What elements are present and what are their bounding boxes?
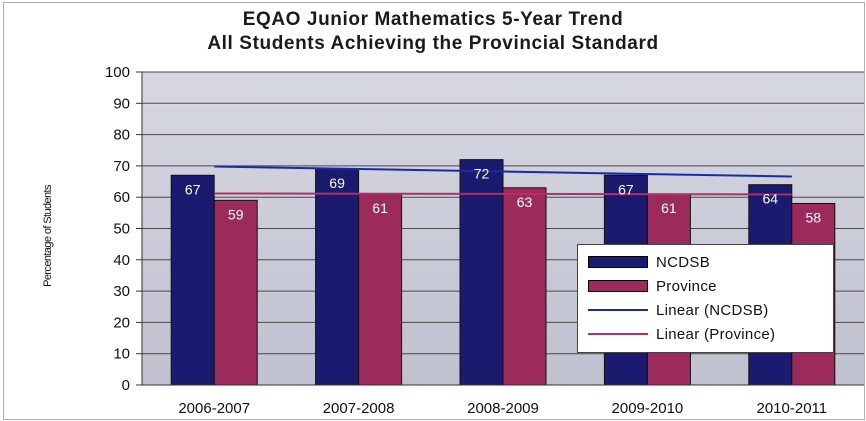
data-label: 63 [517, 194, 533, 210]
trendlines [214, 165, 792, 196]
data-label: 67 [185, 181, 201, 197]
data-label: 67 [618, 181, 634, 197]
trendline [214, 165, 792, 178]
data-label: 64 [763, 191, 779, 207]
chart-title-line-2: All Students Achieving the Provincial St… [207, 33, 659, 54]
legend-label-linear-province: Linear (Province) [656, 325, 776, 343]
bar-province-1 [213, 199, 258, 386]
legend-label-ncdsb: NCDSB [656, 253, 711, 271]
chart-title: EQAO Junior Mathematics 5-Year Trend All… [0, 8, 866, 56]
y-tick-label: 0 [122, 377, 130, 394]
y-tick-label: 60 [113, 189, 130, 206]
data-label: 58 [806, 209, 822, 225]
trendline [214, 192, 792, 196]
data-label: 72 [474, 166, 490, 182]
bar-province-2 [358, 193, 403, 386]
bar-province-3 [502, 187, 547, 386]
y-tick-label: 90 [113, 95, 130, 112]
data-label: 69 [329, 175, 345, 191]
data-label: 59 [228, 206, 244, 222]
bar-ncdsb-1 [170, 174, 215, 386]
y-tick-label: 10 [113, 346, 130, 363]
legend-item-linear-province: Linear (Province) [588, 323, 775, 345]
legend-item-linear-ncdsb: Linear (NCDSB) [588, 299, 769, 321]
legend-label-province: Province [656, 277, 717, 295]
legend: NCDSB Province Linear (NCDSB) Linear (Pr… [577, 244, 834, 353]
data-labels: 67 59 69 61 72 63 67 61 64 58 [185, 166, 821, 226]
y-tick-label: 30 [113, 283, 130, 300]
y-tick-label: 40 [113, 252, 130, 269]
x-tick-label: 2006-2007 [178, 400, 250, 417]
legend-line-linear-ncdsb [588, 309, 648, 311]
y-tick-label: 20 [113, 314, 130, 331]
chart-title-line-1: EQAO Junior Mathematics 5-Year Trend [242, 9, 624, 30]
data-label: 61 [372, 200, 388, 216]
legend-swatch-ncdsb [588, 256, 648, 268]
legend-swatch-province [588, 280, 648, 292]
bar-ncdsb-2 [315, 168, 360, 386]
axes: 0 10 20 30 40 50 60 70 80 90 100 2006-2007 2007-2008… [105, 64, 864, 417]
y-tick-label: 100 [105, 64, 130, 81]
x-tick-label: 2008-2009 [467, 400, 539, 417]
bar-ncdsb-3 [459, 159, 504, 386]
x-tick-label: 2010-2011 [756, 400, 827, 417]
legend-item-province: Province [588, 275, 717, 297]
x-tick-label: 2009-2010 [612, 400, 684, 417]
x-tick-label: 2007-2008 [323, 400, 395, 417]
legend-label-linear-ncdsb: Linear (NCDSB) [656, 301, 769, 319]
y-tick-label: 70 [113, 158, 130, 175]
data-label: 61 [661, 200, 677, 216]
legend-item-ncdsb: NCDSB [588, 251, 710, 273]
legend-line-linear-province [588, 333, 648, 335]
y-tick-label: 50 [113, 221, 130, 238]
y-tick-label: 80 [113, 127, 130, 144]
